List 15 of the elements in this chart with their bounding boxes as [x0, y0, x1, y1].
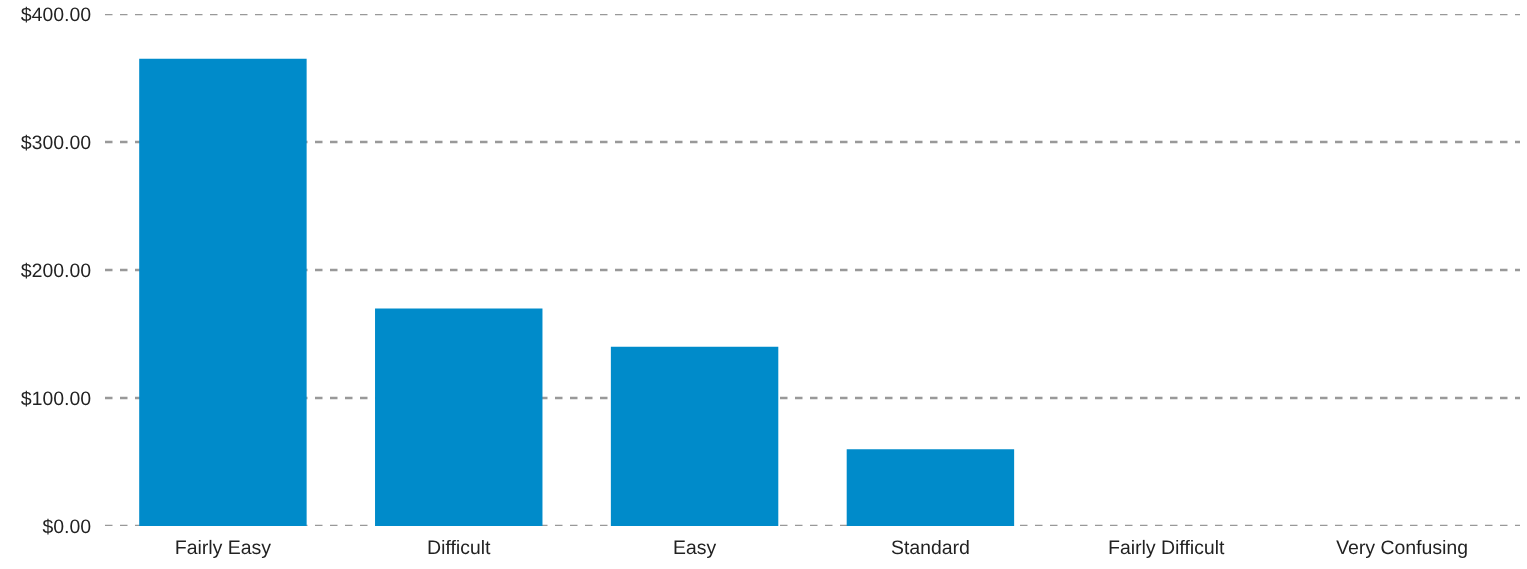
y-tick-label: $300.00 [21, 134, 91, 151]
x-tick-label: Difficult [428, 539, 491, 555]
x-tick-label: Easy [674, 540, 717, 559]
y-tick-label: $200.00 [21, 262, 91, 279]
x-tick-label: Fairly Difficult [1109, 539, 1225, 559]
bar [610, 346, 779, 526]
y-tick-label: $100.00 [21, 390, 91, 407]
y-tick-label: $400.00 [21, 6, 91, 23]
x-tick-label: Very Confusing [1336, 539, 1467, 559]
y-tick-label: $0.00 [42, 518, 91, 535]
x-tick-label: Fairly Easy [176, 539, 271, 559]
bar [375, 308, 543, 526]
bar [139, 58, 307, 526]
bar [846, 449, 1015, 526]
x-tick-label: Standard [891, 539, 969, 555]
